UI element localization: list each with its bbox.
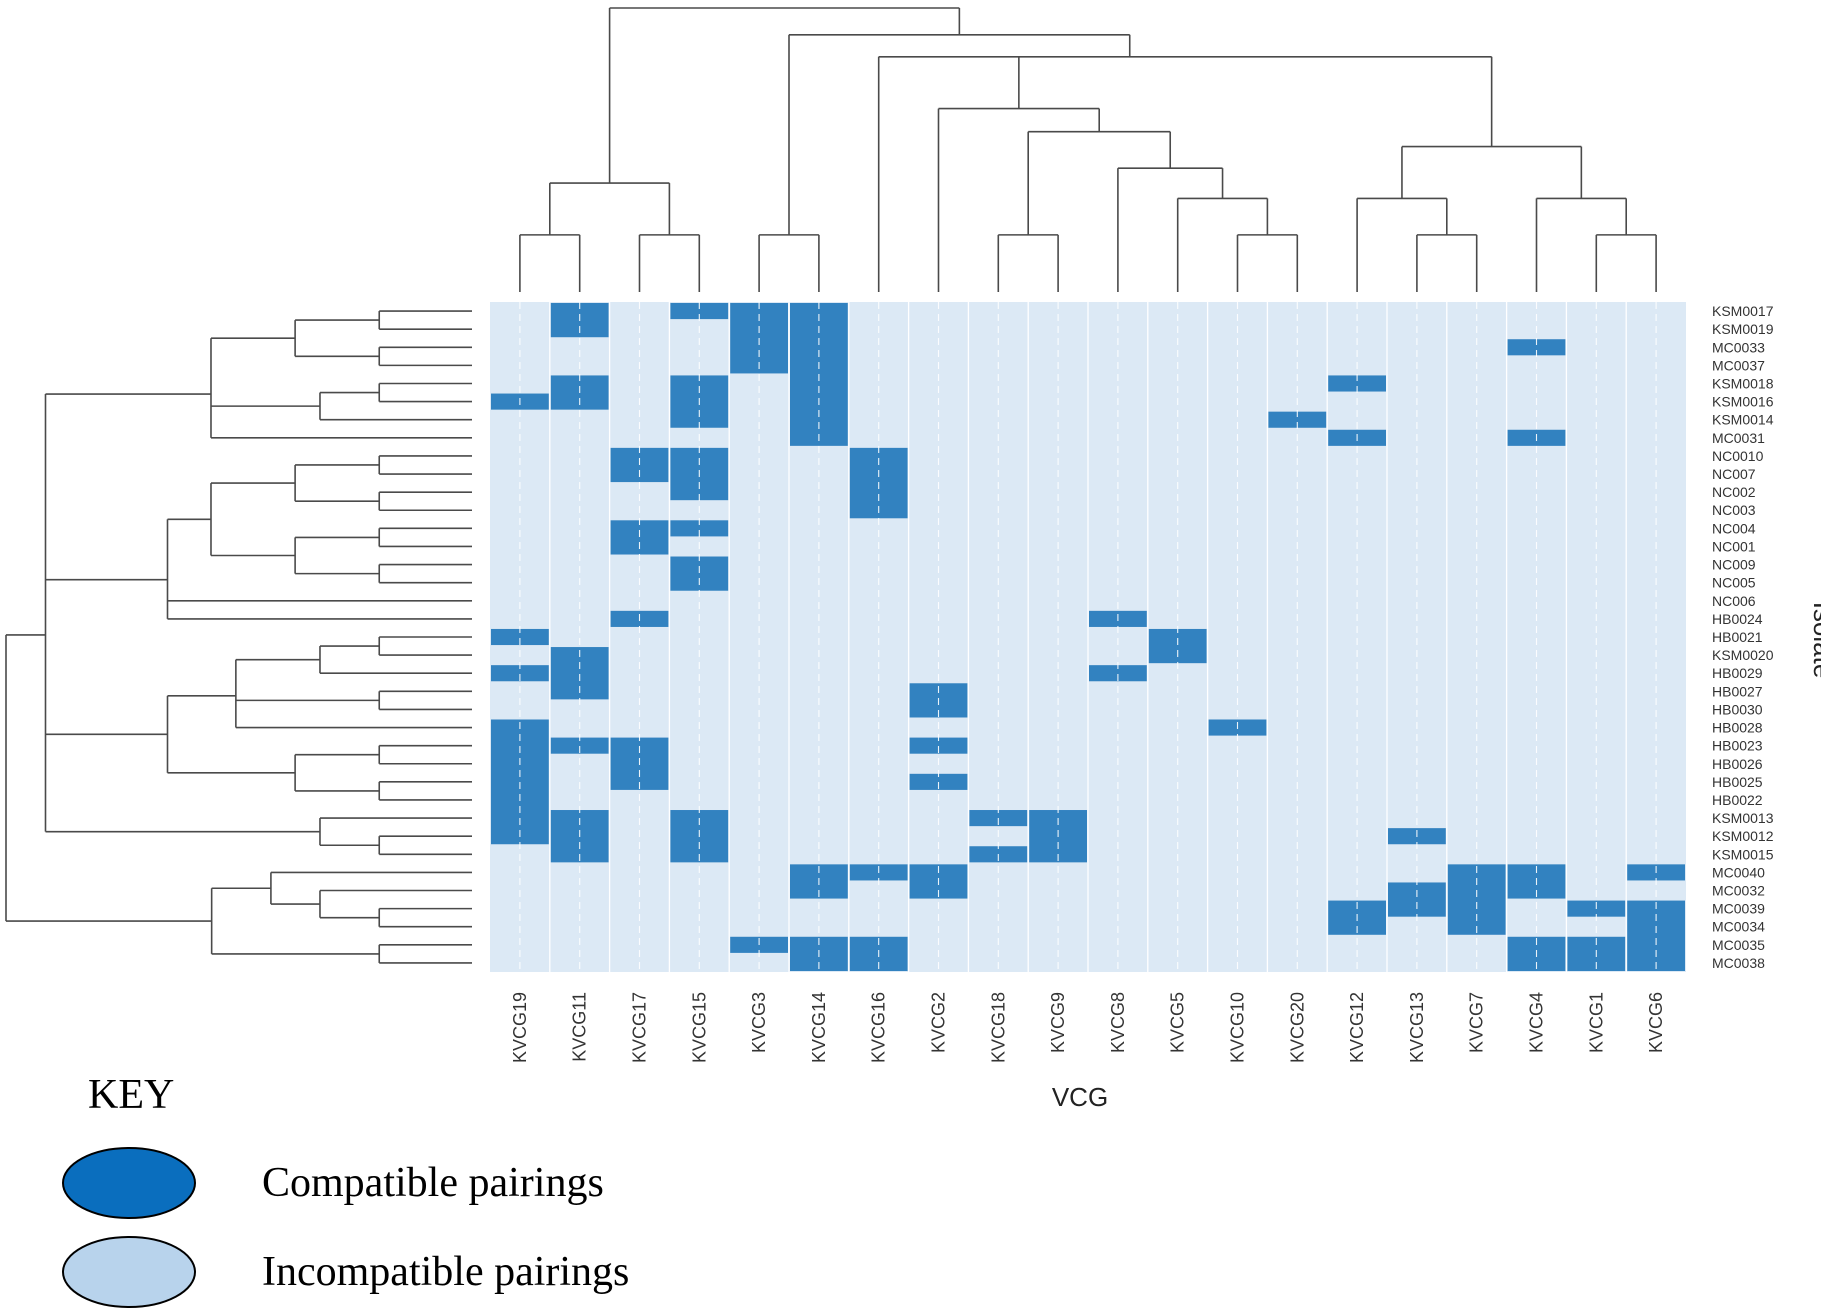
compatible-cell [491, 628, 549, 646]
isolate-label: KSM0015 [1712, 846, 1774, 862]
isolate-label: KSM0016 [1712, 394, 1774, 410]
compatible-cell [670, 556, 729, 591]
vcg-label: KVCG1 [1586, 992, 1606, 1053]
isolate-label: MC0037 [1712, 357, 1765, 373]
compatible-cell [1089, 665, 1147, 682]
y-axis-title: Isolate [1808, 602, 1821, 679]
isolate-label: HB0022 [1712, 792, 1763, 808]
compatible-cell [1388, 882, 1446, 917]
vcg-label: KVCG2 [929, 992, 949, 1053]
vcg-label: KVCG10 [1228, 992, 1248, 1063]
isolate-label: MC0034 [1712, 919, 1765, 935]
vcg-label: KVCG14 [809, 992, 829, 1063]
compatible-cell [491, 665, 549, 682]
isolate-label: NC005 [1712, 575, 1756, 591]
vcg-label: KVCG3 [749, 992, 769, 1053]
isolate-label: HB0028 [1712, 720, 1763, 736]
vcg-label: KVCG4 [1527, 992, 1547, 1053]
compatible-cell [670, 303, 729, 320]
vcg-label: KVCG17 [630, 992, 650, 1063]
isolate-label: MC0033 [1712, 339, 1765, 355]
compatible-cell [909, 773, 968, 790]
vcg-label: KVCG18 [988, 992, 1008, 1063]
incompatible-swatch [62, 1236, 196, 1308]
vcg-label: KVCG5 [1168, 992, 1188, 1053]
isolate-tick-labels: KSM0017 KSM0019 MC0033 MC0037 KSM0018 KSM0016… [1712, 303, 1774, 971]
compatible-cell [1268, 411, 1327, 428]
isolate-label: HB0025 [1712, 774, 1763, 790]
vcg-label: KVCG19 [510, 992, 530, 1063]
incompatible-label: Incompatible pairings [262, 1249, 629, 1295]
isolate-label: HB0026 [1712, 756, 1763, 772]
isolate-label: HB0023 [1712, 738, 1763, 754]
compatible-cell [670, 520, 729, 537]
vcg-label: KVCG13 [1407, 992, 1427, 1063]
vcg-label: KVCG11 [570, 992, 590, 1062]
column-dendrogram [519, 7, 1657, 292]
vcg-label: KVCG15 [689, 992, 709, 1063]
isolate-label: HB0030 [1712, 701, 1763, 717]
isolate-label: KSM0018 [1712, 375, 1774, 391]
isolate-label: MC0038 [1712, 955, 1765, 971]
isolate-label: HB0029 [1712, 665, 1763, 681]
compatible-cell [610, 520, 669, 555]
vcg-label: KVCG16 [869, 992, 889, 1063]
vcg-label: KVCG8 [1108, 992, 1128, 1053]
compatible-cell [1328, 375, 1386, 392]
isolate-label: HB0024 [1712, 611, 1763, 627]
compatible-cell [550, 737, 609, 754]
vcg-tick-labels: KVCG19 KVCG11 KVCG17 KVCG15 KVCG3 KVCG14 KVCG1… [510, 992, 1666, 1063]
vcg-label: KVCG9 [1048, 992, 1068, 1053]
isolate-label: NC009 [1712, 557, 1756, 573]
vcg-label: KVCG12 [1347, 992, 1367, 1063]
x-axis-title: VCG [1052, 1082, 1108, 1112]
isolate-label: NC004 [1712, 520, 1756, 536]
compatible-label: Compatible pairings [262, 1160, 604, 1206]
vcg-label: KVCG6 [1646, 992, 1666, 1053]
isolate-label: HB0021 [1712, 629, 1763, 645]
isolate-label: KSM0014 [1712, 412, 1774, 428]
isolate-label: KSM0013 [1712, 810, 1774, 826]
isolate-label: KSM0020 [1712, 647, 1774, 663]
isolate-label: NC006 [1712, 593, 1756, 609]
isolate-label: MC0039 [1712, 901, 1765, 917]
isolate-label: HB0027 [1712, 683, 1763, 699]
isolate-label: MC0032 [1712, 883, 1765, 899]
isolate-label: MC0040 [1712, 864, 1765, 880]
isolate-label: NC002 [1712, 484, 1756, 500]
heatmap-gridlines [519, 302, 1657, 972]
compatible-cell [1447, 864, 1506, 935]
row-dendrogram [5, 310, 472, 964]
compatible-cell [1507, 339, 1566, 356]
isolate-label: KSM0012 [1712, 828, 1774, 844]
vcg-label: KVCG7 [1467, 992, 1487, 1053]
key-title: KEY [88, 1072, 174, 1118]
isolate-label: NC0010 [1712, 448, 1764, 464]
isolate-label: NC001 [1712, 538, 1756, 554]
isolate-label: MC0031 [1712, 430, 1765, 446]
legend-key: KEY Compatible pairings Incompatible pai… [62, 1072, 629, 1308]
isolate-label: KSM0017 [1712, 303, 1774, 319]
isolate-label: NC003 [1712, 502, 1756, 518]
compatible-cell [1148, 628, 1207, 664]
vcg-label: KVCG20 [1287, 992, 1307, 1063]
isolate-label: MC0035 [1712, 937, 1765, 953]
compatible-cell [909, 737, 968, 754]
compatible-cell [1627, 900, 1685, 971]
isolate-label: KSM0019 [1712, 321, 1774, 337]
compatible-swatch [62, 1147, 196, 1219]
isolate-label: NC007 [1712, 466, 1756, 482]
